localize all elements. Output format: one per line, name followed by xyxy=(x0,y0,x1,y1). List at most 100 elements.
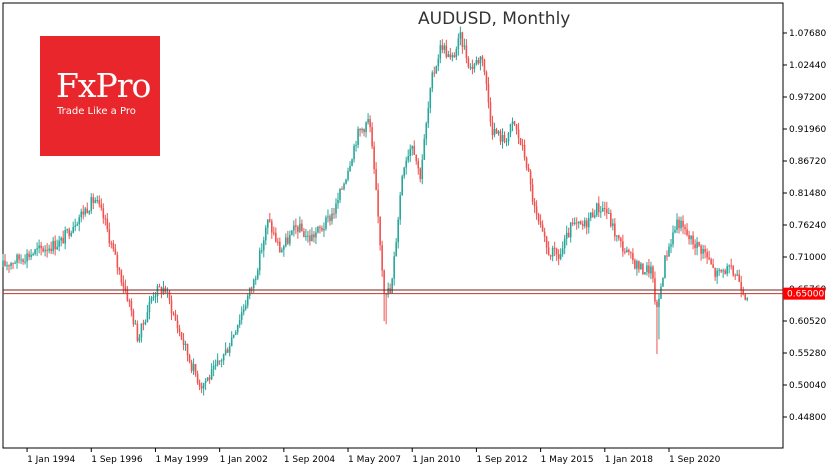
candle-down xyxy=(708,257,710,260)
candle-up xyxy=(680,220,682,229)
candle-down xyxy=(198,382,201,387)
candle-down xyxy=(419,168,422,180)
candle-up xyxy=(6,265,8,267)
candle-up xyxy=(44,249,46,252)
candle-down xyxy=(555,248,558,255)
candle-down xyxy=(461,32,464,47)
candle-down xyxy=(295,225,297,227)
candle-up xyxy=(443,45,446,50)
candle-down xyxy=(92,197,95,203)
candle-up xyxy=(84,208,87,215)
candle-down xyxy=(42,248,44,252)
candle-up xyxy=(58,240,60,247)
price-axis: 1.07680 1.02440 0.97200 0.91960 0.86720 0.814… xyxy=(783,29,826,423)
candle-up xyxy=(192,363,195,371)
y-tick-label: 0.86720 xyxy=(789,157,826,167)
candle-up xyxy=(256,270,259,279)
candle-up xyxy=(664,255,666,279)
candle-down xyxy=(381,245,383,271)
candle-up xyxy=(52,240,54,252)
candle-up xyxy=(612,223,614,227)
candle-up xyxy=(76,224,79,226)
candle-down xyxy=(112,243,115,249)
candle-up xyxy=(78,217,81,225)
candle-down xyxy=(309,235,311,242)
candle-down xyxy=(523,144,526,158)
candle-down xyxy=(571,222,574,224)
candle-up xyxy=(403,167,405,177)
candle-down xyxy=(279,241,281,253)
candle-down xyxy=(389,288,391,294)
candle-up xyxy=(473,64,476,69)
candle-up xyxy=(676,219,678,230)
y-tick-label: 0.81480 xyxy=(789,189,826,199)
candle-up xyxy=(601,208,604,212)
candle-down xyxy=(186,343,189,356)
candle-down xyxy=(102,208,105,219)
candle-up xyxy=(232,334,235,338)
candle-up xyxy=(228,346,231,353)
candle-up xyxy=(569,222,572,238)
candle-down xyxy=(535,206,538,215)
candle-down xyxy=(622,241,624,252)
x-tick-label: 1 May 2015 xyxy=(541,455,594,465)
candle-down xyxy=(610,212,612,227)
candle-up xyxy=(431,72,434,89)
candle-down xyxy=(575,222,578,224)
candle-up xyxy=(353,145,355,160)
candle-up xyxy=(365,122,367,133)
candle-down xyxy=(275,232,277,242)
candle-down xyxy=(12,263,14,265)
current-price-label: 0.65000 xyxy=(787,290,824,300)
candle-up xyxy=(234,332,237,335)
candle-down xyxy=(28,253,30,258)
x-tick-label: 1 Sep 2004 xyxy=(284,455,336,465)
candle-up xyxy=(72,227,75,233)
logo-tagline: Trade Like a Pro xyxy=(57,106,136,117)
candle-up xyxy=(222,354,225,361)
candle-down xyxy=(630,252,632,254)
candle-up xyxy=(204,381,207,384)
candle-down xyxy=(176,320,179,329)
candle-down xyxy=(604,208,606,210)
candle-down xyxy=(188,355,191,362)
candle-up xyxy=(469,66,472,68)
candle-down xyxy=(190,361,193,371)
x-tick-label: 1 Sep 2020 xyxy=(669,455,721,465)
y-tick-label: 0.60520 xyxy=(789,317,826,327)
candle-up xyxy=(493,129,496,136)
candle-up xyxy=(391,278,393,294)
candle-up xyxy=(317,227,319,233)
candle-down xyxy=(547,247,550,256)
candle-down xyxy=(686,229,688,236)
candle-down xyxy=(481,56,484,60)
candle-up xyxy=(722,270,724,272)
candle-down xyxy=(487,83,490,103)
candle-down xyxy=(40,245,42,249)
candle-down xyxy=(271,221,273,233)
x-tick-label: 1 May 2007 xyxy=(348,455,401,465)
candle-down xyxy=(533,201,536,207)
candle-down xyxy=(495,129,498,134)
candle-down xyxy=(628,249,630,253)
x-tick-label: 1 Sep 1996 xyxy=(91,455,143,465)
candle-down xyxy=(720,269,722,272)
y-tick-label: 0.55280 xyxy=(789,349,826,359)
candle-up xyxy=(451,55,454,58)
candle-up xyxy=(156,286,159,297)
candle-up xyxy=(335,203,337,214)
candle-down xyxy=(738,274,741,282)
candle-up xyxy=(399,195,401,220)
candle-down xyxy=(168,291,171,301)
candle-up xyxy=(162,287,165,294)
candle-up xyxy=(455,49,458,58)
candle-up xyxy=(559,254,562,259)
candle-down xyxy=(218,360,221,362)
candle-up xyxy=(238,319,241,325)
candle-down xyxy=(18,254,20,260)
candle-up xyxy=(411,146,414,149)
candle-up xyxy=(501,135,504,142)
candle-up xyxy=(325,217,327,229)
candle-up xyxy=(337,199,339,204)
